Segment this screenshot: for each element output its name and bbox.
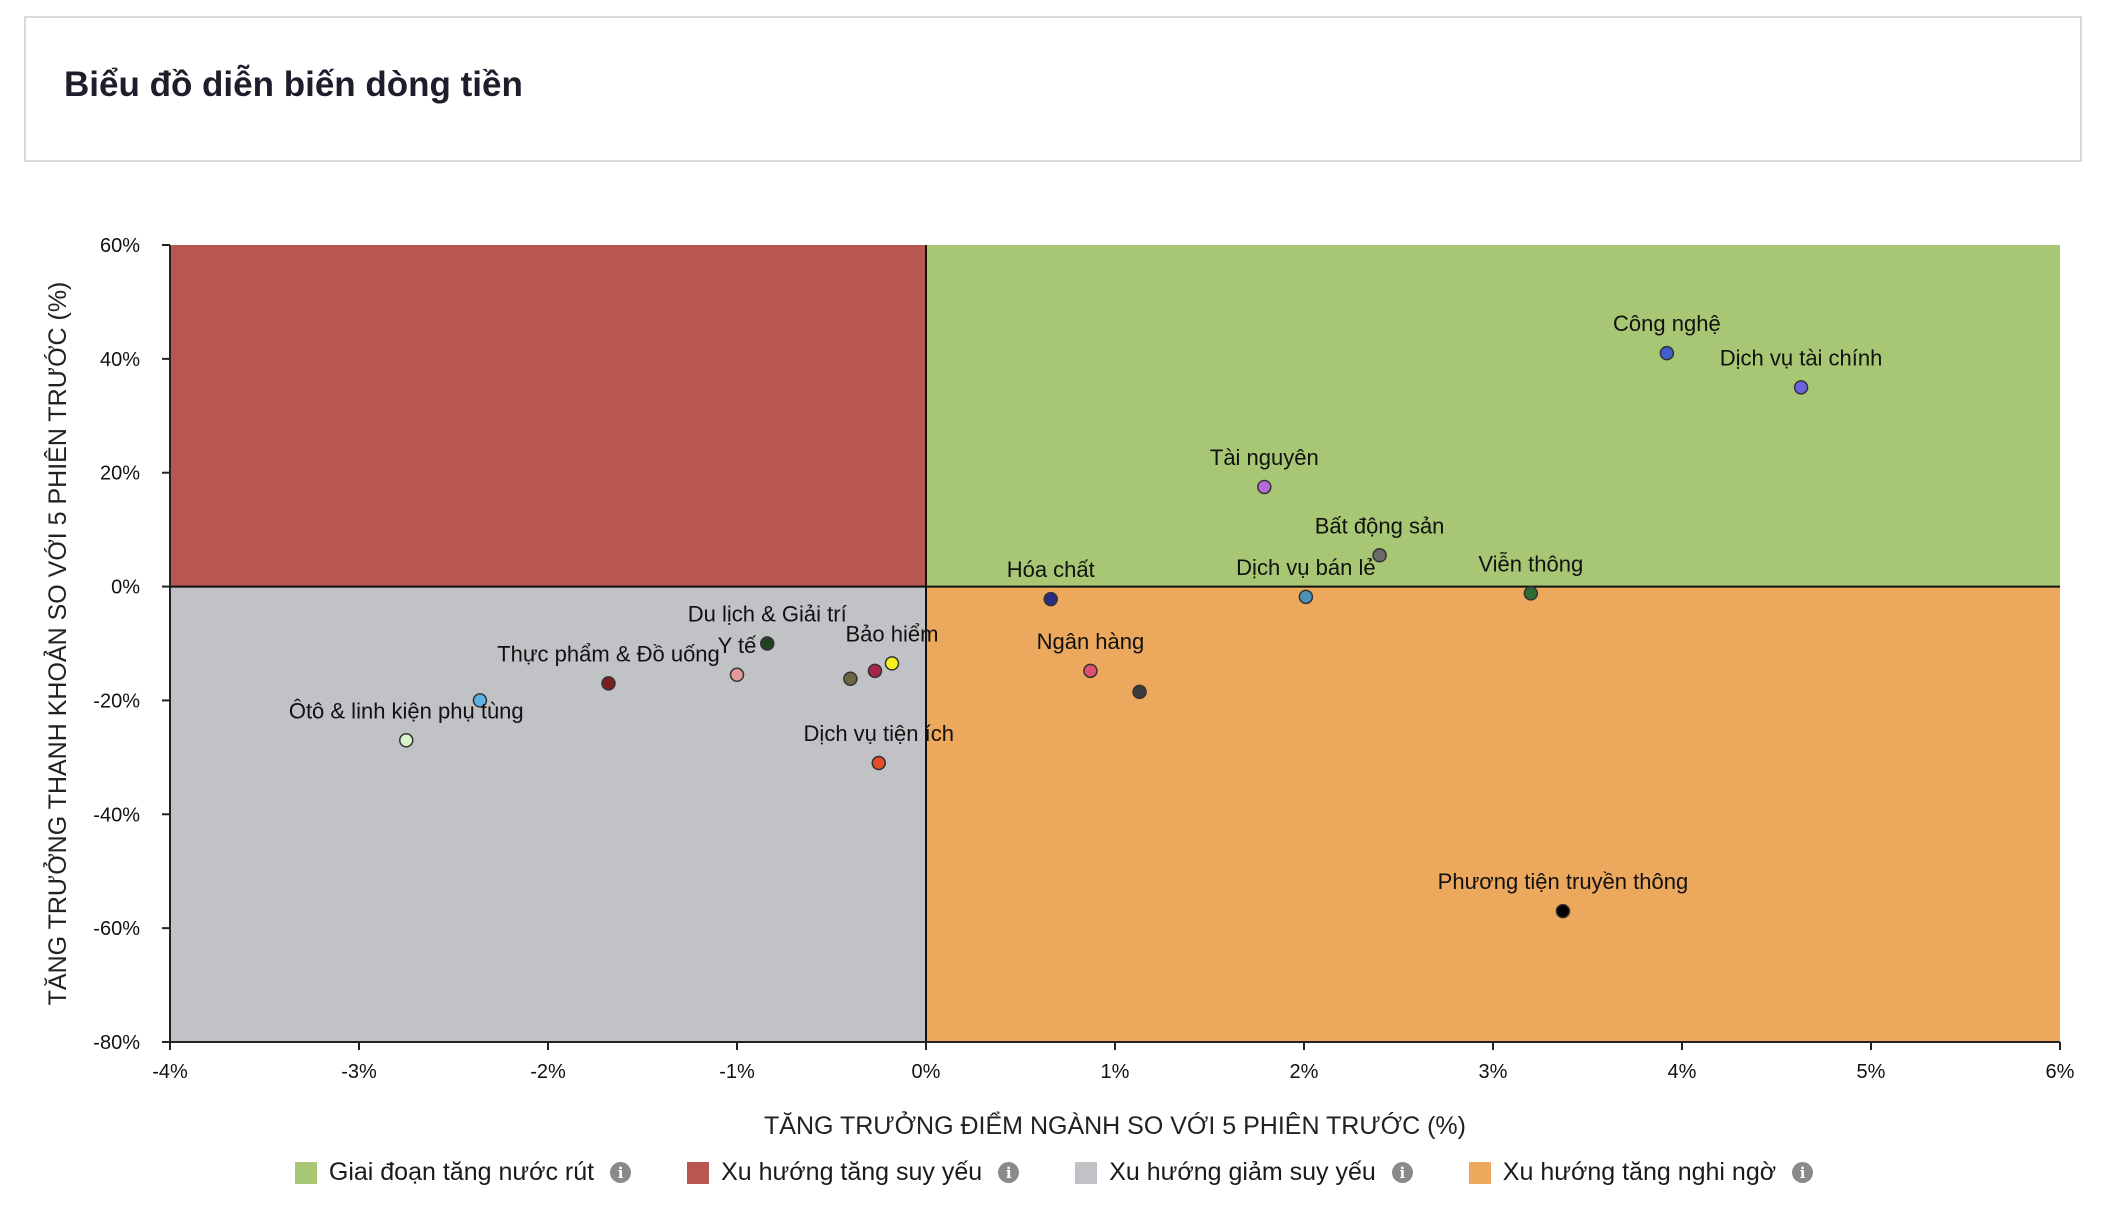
data-point-label: Dịch vụ bán lẻ (1236, 555, 1375, 580)
data-point (399, 733, 414, 748)
x-axis-title: TĂNG TRƯỞNG ĐIỂM NGÀNH SO VỚI 5 PHIÊN TR… (764, 1110, 1466, 1140)
data-point-label: Viễn thông (1478, 551, 1583, 576)
quadrant-3 (926, 586, 2060, 1042)
data-point-label: Hóa chất (1007, 557, 1095, 582)
x-tick-label: -3% (341, 1061, 377, 1083)
y-tick-label: -20% (93, 690, 140, 712)
x-tick-label: 1% (1101, 1061, 1130, 1083)
x-tick-label: 0% (912, 1061, 941, 1083)
legend-item-2[interactable]: Xu hướng giảm suy yếu i (1075, 1158, 1413, 1187)
x-tick-label: 4% (1668, 1061, 1697, 1083)
data-point (1523, 586, 1539, 601)
y-tick-label: -80% (93, 1032, 140, 1054)
data-point-label: Y tế (718, 633, 757, 658)
data-point (1372, 548, 1387, 563)
y-axis-title: TĂNG TRƯỞNG THANH KHOẢN SO VỚI 5 PHIÊN T… (42, 282, 72, 1006)
x-tick-label: -1% (719, 1061, 755, 1083)
info-icon[interactable]: i (1792, 1162, 1814, 1183)
data-point (1555, 903, 1571, 919)
legend-swatch-3 (1468, 1161, 1491, 1184)
chart-legend: Giai đoạn tăng nước rút i Xu hướng tăng … (0, 1158, 2108, 1187)
legend-item-1[interactable]: Xu hướng tăng suy yếu i (687, 1158, 1020, 1187)
data-point-label: Công nghệ (1613, 311, 1721, 336)
data-point-label: Dịch vụ tài chính (1720, 345, 1883, 370)
data-point (1257, 479, 1272, 495)
data-point (472, 693, 488, 708)
data-point-label: Bất động sản (1315, 513, 1445, 538)
data-point (871, 755, 886, 771)
data-point-label: Ôtô & linh kiện phụ tùng (289, 698, 524, 723)
x-tick-label: 5% (1857, 1061, 1886, 1083)
data-point (601, 676, 616, 691)
data-point-label: Du lịch & Giải trí (688, 602, 847, 627)
x-tick-label: -2% (530, 1061, 566, 1083)
data-point (1793, 380, 1809, 395)
data-point-label: Tài nguyên (1210, 445, 1319, 470)
y-tick-label: 60% (100, 235, 140, 257)
legend-label-2: Xu hướng giảm suy yếu (1109, 1158, 1376, 1186)
y-tick-label: -60% (93, 918, 140, 940)
chart-title: Biểu đồ diễn biến dòng tiền (64, 65, 523, 104)
data-point (843, 671, 858, 687)
legend-item-0[interactable]: Giai đoạn tăng nước rút i (294, 1158, 632, 1187)
y-tick-label: 0% (111, 577, 140, 599)
data-point-label: Dịch vụ tiện ích (804, 721, 954, 746)
y-tick-label: 20% (100, 463, 140, 485)
data-point-label: Bảo hiểm (846, 621, 939, 646)
quadrant-2 (170, 586, 926, 1042)
x-tick-label: -4% (152, 1061, 188, 1083)
cashflow-scatter-chart: -4% -3% -2% -1% 0% 1% 2% 3% 4% 5% 6% 60% 40% 20% 0% -20… (42, 235, 2075, 1140)
data-point (1083, 663, 1098, 679)
data-point (729, 667, 745, 683)
data-point (759, 636, 775, 651)
x-tick-label: 2% (1290, 1061, 1319, 1083)
data-point (1659, 345, 1675, 361)
y-tick-label: -40% (93, 804, 140, 826)
legend-swatch-0 (294, 1161, 317, 1184)
data-point (884, 656, 900, 671)
legend-label-0: Giai đoạn tăng nước rút (328, 1158, 595, 1186)
info-icon[interactable]: i (1391, 1162, 1413, 1183)
data-point-label: Phương tiện truyền thông (1438, 869, 1689, 894)
data-point-label: Ngân hàng (1037, 629, 1145, 654)
x-tick-label: 6% (2046, 1061, 2075, 1083)
x-tick-label: 3% (1479, 1061, 1508, 1083)
chart-title-panel: Biểu đồ diễn biến dòng tiền (24, 16, 2082, 162)
y-tick-label: 40% (100, 349, 140, 371)
legend-swatch-2 (1075, 1161, 1098, 1184)
legend-label-1: Xu hướng tăng suy yếu (721, 1158, 983, 1186)
legend-swatch-1 (687, 1161, 710, 1184)
quadrant-0 (926, 245, 2060, 587)
info-icon[interactable]: i (998, 1162, 1020, 1183)
data-point-label: Thực phẩm & Đồ uống (497, 641, 720, 666)
legend-item-3[interactable]: Xu hướng tăng nghi ngờ i (1468, 1158, 1814, 1187)
info-icon[interactable]: i (610, 1162, 632, 1183)
legend-label-3: Xu hướng tăng nghi ngờ (1502, 1158, 1777, 1186)
data-point (867, 663, 883, 679)
data-point (1043, 591, 1058, 607)
quadrant-1 (170, 245, 926, 587)
data-point (1298, 589, 1314, 605)
data-point (1132, 684, 1147, 700)
